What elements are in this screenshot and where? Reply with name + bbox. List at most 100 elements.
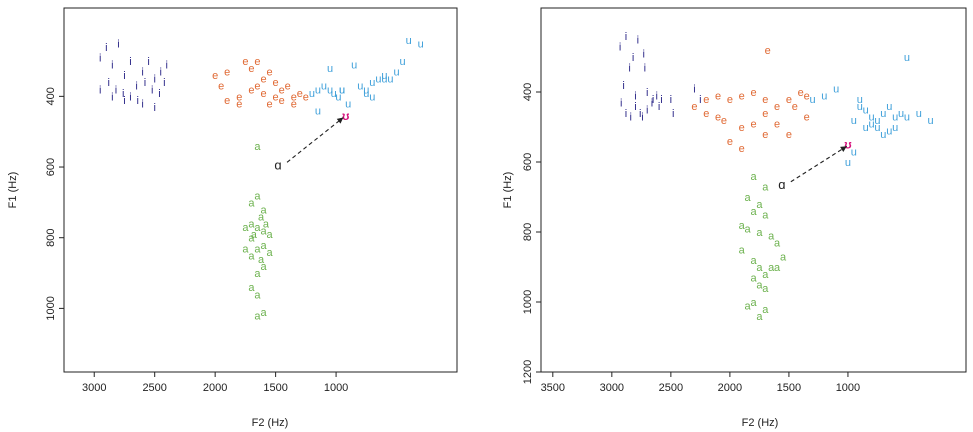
point-i: i <box>644 63 646 75</box>
point-u: u <box>363 84 369 96</box>
point-u: u <box>880 129 886 141</box>
point-a: a <box>254 268 261 280</box>
point-a: a <box>750 297 757 309</box>
point-e: e <box>786 94 792 106</box>
point-i: i <box>693 84 695 96</box>
x-tick-label: 1500 <box>777 382 801 394</box>
point-i: i <box>634 101 636 113</box>
point-u: u <box>357 81 363 93</box>
point-i: i <box>652 94 654 106</box>
point-a: a <box>762 210 769 222</box>
point-u: u <box>928 115 934 127</box>
point-i: i <box>634 91 636 103</box>
point-e: e <box>762 108 768 120</box>
point-u: u <box>339 84 345 96</box>
point-u: u <box>335 91 341 103</box>
point-u: u <box>339 84 345 96</box>
annotation-arrow-line <box>286 117 344 163</box>
point-a: a <box>756 199 763 211</box>
x-tick-label: 1500 <box>263 382 287 394</box>
point-u: u <box>315 105 321 117</box>
y-ticks: 400 600 800 1000 <box>45 87 64 321</box>
point-a: a <box>750 206 757 218</box>
point-a: a <box>762 283 769 295</box>
y-tick-label: 1000 <box>522 290 534 314</box>
point-u: u <box>880 108 886 120</box>
point-e: e <box>303 91 309 103</box>
point-e: e <box>236 91 242 103</box>
point-e: e <box>224 67 230 79</box>
x-tick-label: 3000 <box>600 382 624 394</box>
point-a: a <box>267 247 274 259</box>
point-i: i <box>163 77 165 89</box>
point-i: i <box>122 88 124 100</box>
point-u: u <box>381 70 387 82</box>
point-i: i <box>166 60 168 72</box>
point-e: e <box>297 88 303 100</box>
y-tick-label: 400 <box>522 83 534 101</box>
point-i: i <box>141 67 143 79</box>
point-e: e <box>721 115 727 127</box>
annotation: ɑ <box>274 117 344 172</box>
point-e: e <box>291 98 297 110</box>
left-scatter-panel: F2 (Hz) F1 (Hz) 3000 2500 2000 1500 1000 400… <box>7 7 458 429</box>
point-u: u <box>863 122 869 134</box>
point-u: u <box>315 84 321 96</box>
point-i: i <box>123 70 125 82</box>
x-ticks: 3500 3000 2500 2000 1500 1000 <box>541 372 860 394</box>
point-u: u <box>327 63 333 75</box>
point-e: e <box>703 108 709 120</box>
point-e: e <box>260 74 266 86</box>
point-a: a <box>762 269 769 281</box>
point-u: u <box>868 112 874 124</box>
point-e: e <box>212 70 218 82</box>
point-i: i <box>655 91 657 103</box>
plot-frame <box>63 7 458 373</box>
point-u: u <box>406 35 412 47</box>
point-i: i <box>151 84 153 96</box>
point-a: a <box>258 212 265 224</box>
point-u: u <box>327 84 333 96</box>
point-e: e <box>739 91 745 103</box>
point-e: e <box>260 88 266 100</box>
point-u: u <box>369 77 375 89</box>
point-i: i <box>637 35 639 47</box>
point-i: i <box>646 105 648 117</box>
point-e: e <box>242 56 248 68</box>
point-a: a <box>251 229 258 241</box>
point-i: i <box>153 74 155 86</box>
point-a: a <box>739 220 746 232</box>
point-i: i <box>153 102 155 114</box>
x-tick-label: 3000 <box>82 382 106 394</box>
point-a: a <box>242 222 249 234</box>
point-e: e <box>273 91 279 103</box>
x-tick-label: 1000 <box>324 382 348 394</box>
point-i: i <box>641 112 643 124</box>
point-u: u <box>375 74 381 86</box>
point-a: a <box>745 224 752 236</box>
point-u: u <box>381 74 387 86</box>
point-a: a <box>254 243 261 255</box>
point-u: u <box>845 157 851 169</box>
x-tick-label: 2500 <box>142 382 166 394</box>
point-e: e <box>715 112 721 124</box>
point-i: i <box>108 77 110 89</box>
point-a: a <box>739 245 746 257</box>
x-axis-label: F2 (Hz) <box>252 417 289 429</box>
point-a: a <box>756 280 763 292</box>
point-i: i <box>129 91 131 103</box>
point-i: i <box>144 77 146 89</box>
point-e: e <box>750 119 756 131</box>
point-a: a <box>768 262 775 274</box>
point-i: i <box>129 56 131 68</box>
point-a: a <box>260 307 267 319</box>
point-a: a <box>263 219 270 231</box>
point-u: u <box>892 122 898 134</box>
point-a: a <box>254 222 261 234</box>
x-axis-label: F2 (Hz) <box>742 417 779 429</box>
point-i: i <box>123 95 125 107</box>
x-tick-label: 2000 <box>718 382 742 394</box>
point-i: i <box>619 42 621 54</box>
